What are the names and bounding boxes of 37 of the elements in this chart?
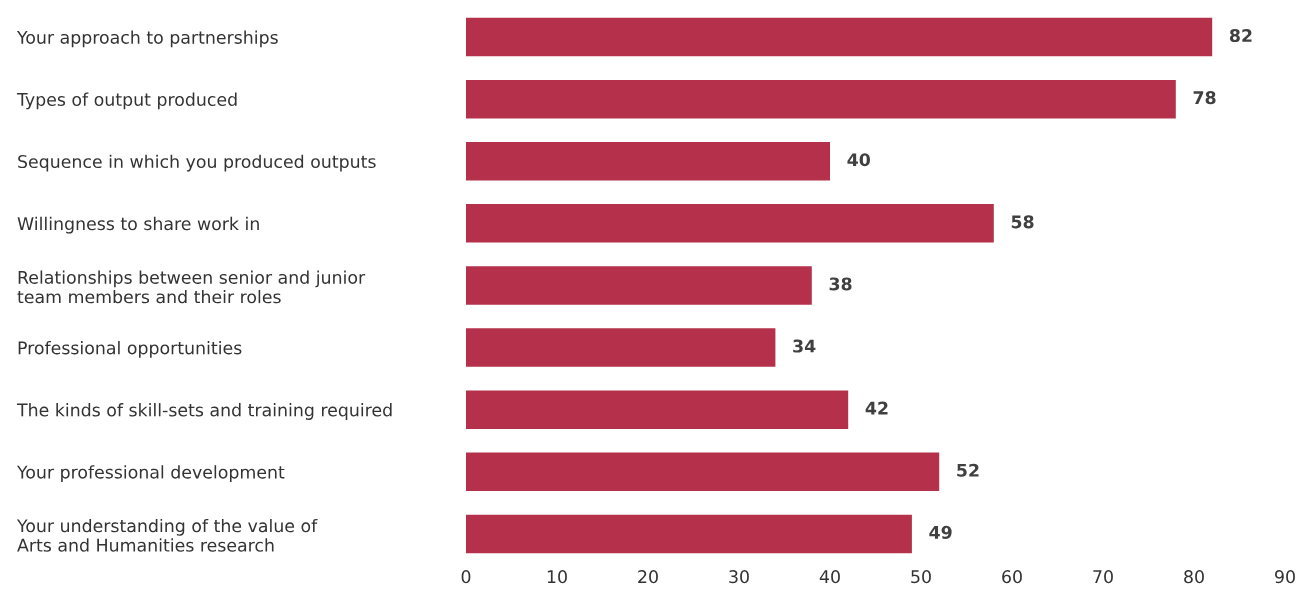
bar bbox=[466, 328, 776, 367]
data-label: 49 bbox=[929, 525, 952, 539]
data-label: 82 bbox=[1229, 28, 1252, 43]
x-tick-label: 90 bbox=[1275, 570, 1295, 584]
bar bbox=[466, 266, 812, 305]
bar bbox=[466, 17, 1213, 57]
y-tick-label: The kinds of skill-sets and training required bbox=[16, 403, 392, 420]
bar bbox=[466, 204, 994, 243]
data-label: 38 bbox=[829, 277, 852, 291]
data-label: 42 bbox=[865, 401, 888, 415]
x-tick-label: 20 bbox=[638, 570, 658, 584]
y-tick-label: Sequence in which you produced outputs bbox=[18, 154, 376, 172]
x-tick-label: 0 bbox=[461, 570, 471, 584]
y-tick-label: Your understanding of the value of Arts and Humanities research bbox=[16, 518, 318, 552]
y-tick-label: Relationships between senior and junior team members and their roles bbox=[17, 270, 366, 304]
y-tick-label: Your approach to partnerships bbox=[16, 30, 278, 48]
bar bbox=[466, 390, 849, 429]
data-label: 78 bbox=[1193, 91, 1216, 105]
x-tick-label: 10 bbox=[547, 570, 567, 584]
data-label: 52 bbox=[957, 463, 979, 477]
x-tick-label: 50 bbox=[911, 570, 931, 584]
x-tick-label: 40 bbox=[819, 570, 840, 584]
data-label: 40 bbox=[847, 153, 870, 167]
bar bbox=[466, 514, 912, 554]
y-tick-label: Types of output produced bbox=[16, 92, 237, 110]
y-tick-label: Willingness to share work in bbox=[17, 216, 259, 234]
data-label: 34 bbox=[793, 339, 816, 353]
y-tick-label: Professional opportunities bbox=[18, 340, 242, 358]
bar bbox=[466, 79, 1176, 119]
y-tick-label: Your professional development bbox=[16, 465, 285, 482]
x-tick-label: 60 bbox=[1002, 570, 1022, 584]
x-tick-label: 70 bbox=[1093, 570, 1113, 584]
data-label: 58 bbox=[1011, 215, 1034, 229]
bar bbox=[466, 452, 940, 492]
x-tick-label: 80 bbox=[1184, 570, 1204, 584]
x-tick-label: 30 bbox=[729, 570, 749, 584]
bar bbox=[466, 142, 830, 181]
